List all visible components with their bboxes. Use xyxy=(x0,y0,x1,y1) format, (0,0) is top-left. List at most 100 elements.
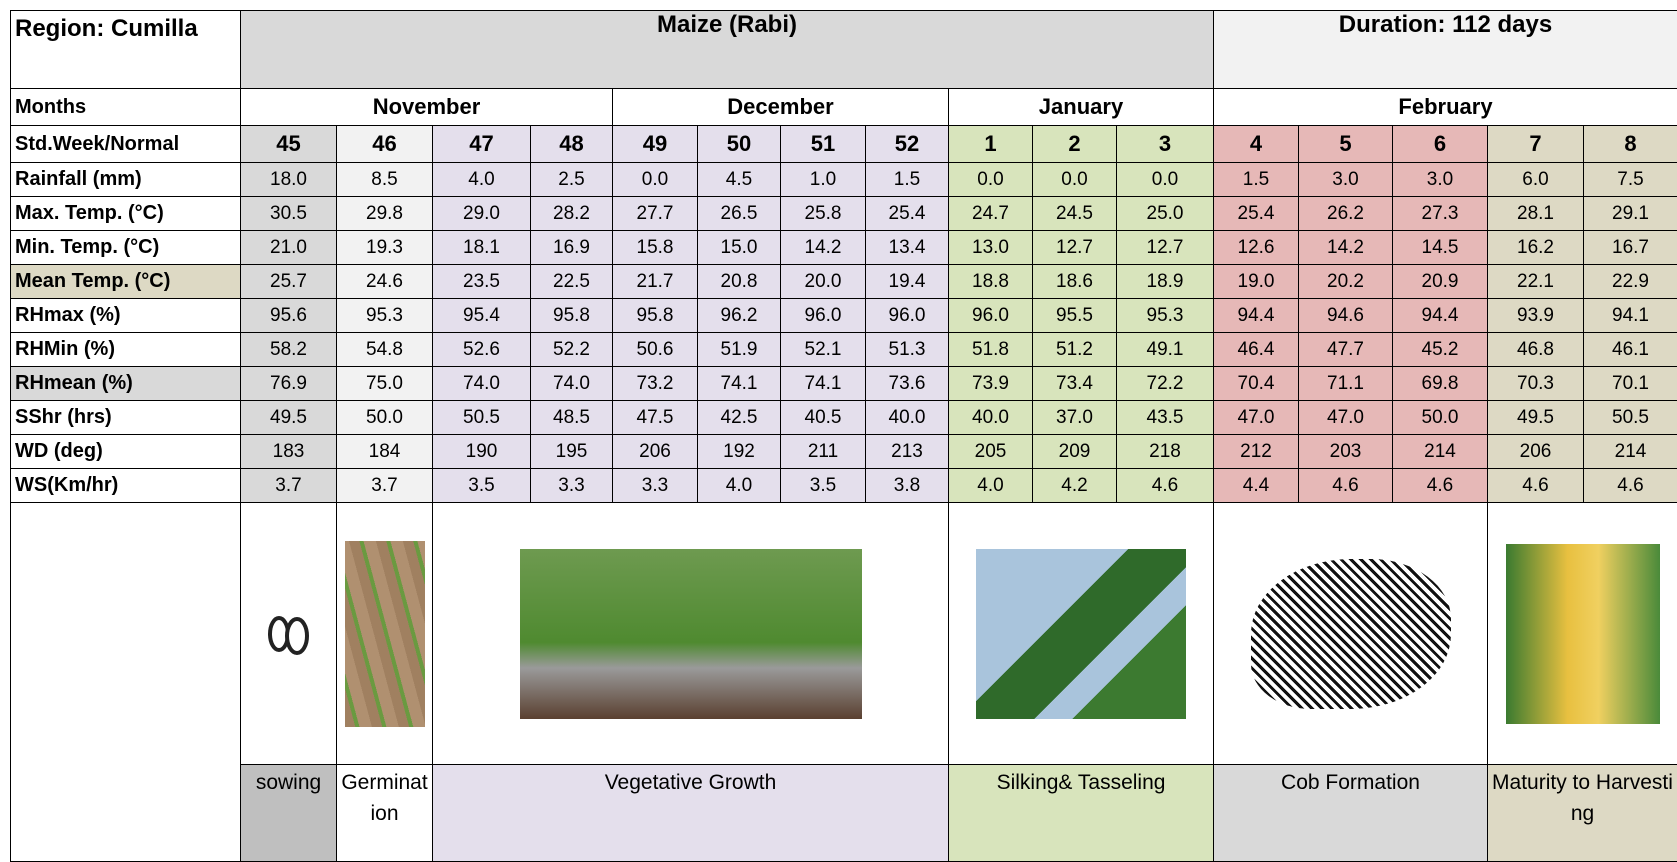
value: 43.5 xyxy=(1117,401,1214,435)
value: 190 xyxy=(433,435,531,469)
value: 30.5 xyxy=(241,197,337,231)
value: 95.4 xyxy=(433,299,531,333)
value: 0.0 xyxy=(1033,163,1117,197)
month: December xyxy=(613,89,949,126)
value: 214 xyxy=(1584,435,1677,469)
value: 50.5 xyxy=(433,401,531,435)
row-label: Mean Temp. (°C) xyxy=(11,265,241,299)
value: 22.5 xyxy=(531,265,613,299)
row-label: Min. Temp. (°C) xyxy=(11,231,241,265)
value: 4.6 xyxy=(1584,469,1677,503)
value: 20.8 xyxy=(698,265,781,299)
week: 46 xyxy=(337,126,433,163)
crop-photo xyxy=(520,549,862,719)
row-label: RHmean (%) xyxy=(11,367,241,401)
value: 50.0 xyxy=(337,401,433,435)
week: 45 xyxy=(241,126,337,163)
value: 95.8 xyxy=(613,299,698,333)
value: 184 xyxy=(337,435,433,469)
week: 50 xyxy=(698,126,781,163)
value: 51.8 xyxy=(949,333,1033,367)
value: 52.1 xyxy=(781,333,866,367)
value: 3.0 xyxy=(1393,163,1488,197)
stage-image xyxy=(241,503,337,765)
value: 52.2 xyxy=(531,333,613,367)
value: 70.1 xyxy=(1584,367,1677,401)
value: 6.0 xyxy=(1488,163,1584,197)
value: 12.7 xyxy=(1033,231,1117,265)
week: 49 xyxy=(613,126,698,163)
value: 20.0 xyxy=(781,265,866,299)
value: 18.6 xyxy=(1033,265,1117,299)
value: 46.4 xyxy=(1214,333,1299,367)
value: 25.8 xyxy=(781,197,866,231)
value: 74.1 xyxy=(781,367,866,401)
value: 25.7 xyxy=(241,265,337,299)
value: 3.0 xyxy=(1299,163,1393,197)
value: 19.3 xyxy=(337,231,433,265)
value: 3.7 xyxy=(241,469,337,503)
value: 24.7 xyxy=(949,197,1033,231)
value: 16.7 xyxy=(1584,231,1677,265)
value: 95.3 xyxy=(337,299,433,333)
value: 40.0 xyxy=(866,401,949,435)
value: 12.6 xyxy=(1214,231,1299,265)
value: 26.5 xyxy=(698,197,781,231)
stage-image xyxy=(949,503,1214,765)
stage-image xyxy=(1488,503,1677,765)
value: 4.4 xyxy=(1214,469,1299,503)
value: 94.1 xyxy=(1584,299,1677,333)
value: 73.2 xyxy=(613,367,698,401)
image-row xyxy=(11,503,1677,765)
value: 69.8 xyxy=(1393,367,1488,401)
value: 206 xyxy=(1488,435,1584,469)
value: 48.5 xyxy=(531,401,613,435)
value: 50.5 xyxy=(1584,401,1677,435)
duration: Duration: 112 days xyxy=(1214,11,1677,89)
value: 206 xyxy=(613,435,698,469)
row-label: RHMin (%) xyxy=(11,333,241,367)
value: 3.8 xyxy=(866,469,949,503)
value: 50.6 xyxy=(613,333,698,367)
value: 21.7 xyxy=(613,265,698,299)
value: 14.2 xyxy=(781,231,866,265)
value: 29.1 xyxy=(1584,197,1677,231)
value: 75.0 xyxy=(337,367,433,401)
value: 51.2 xyxy=(1033,333,1117,367)
month: February xyxy=(1214,89,1677,126)
month: January xyxy=(949,89,1214,126)
value: 95.6 xyxy=(241,299,337,333)
value: 16.2 xyxy=(1488,231,1584,265)
value: 49.1 xyxy=(1117,333,1214,367)
value: 24.5 xyxy=(1033,197,1117,231)
value: 19.4 xyxy=(866,265,949,299)
value: 19.0 xyxy=(1214,265,1299,299)
value: 21.0 xyxy=(241,231,337,265)
value: 4.2 xyxy=(1033,469,1117,503)
stage-name: Germination xyxy=(337,765,433,862)
value: 14.5 xyxy=(1393,231,1488,265)
value: 72.2 xyxy=(1117,367,1214,401)
row-label: Max. Temp. (°C) xyxy=(11,197,241,231)
stage-name: Vegetative Growth xyxy=(433,765,949,862)
value: 8.5 xyxy=(337,163,433,197)
value: 49.5 xyxy=(1488,401,1584,435)
value: 7.5 xyxy=(1584,163,1677,197)
crop-photo xyxy=(1251,559,1451,709)
value: 12.7 xyxy=(1117,231,1214,265)
week: 51 xyxy=(781,126,866,163)
value: 96.2 xyxy=(698,299,781,333)
value: 47.7 xyxy=(1299,333,1393,367)
value: 4.6 xyxy=(1299,469,1393,503)
value: 2.5 xyxy=(531,163,613,197)
row-label: Rainfall (mm) xyxy=(11,163,241,197)
value: 28.1 xyxy=(1488,197,1584,231)
value: 74.0 xyxy=(531,367,613,401)
